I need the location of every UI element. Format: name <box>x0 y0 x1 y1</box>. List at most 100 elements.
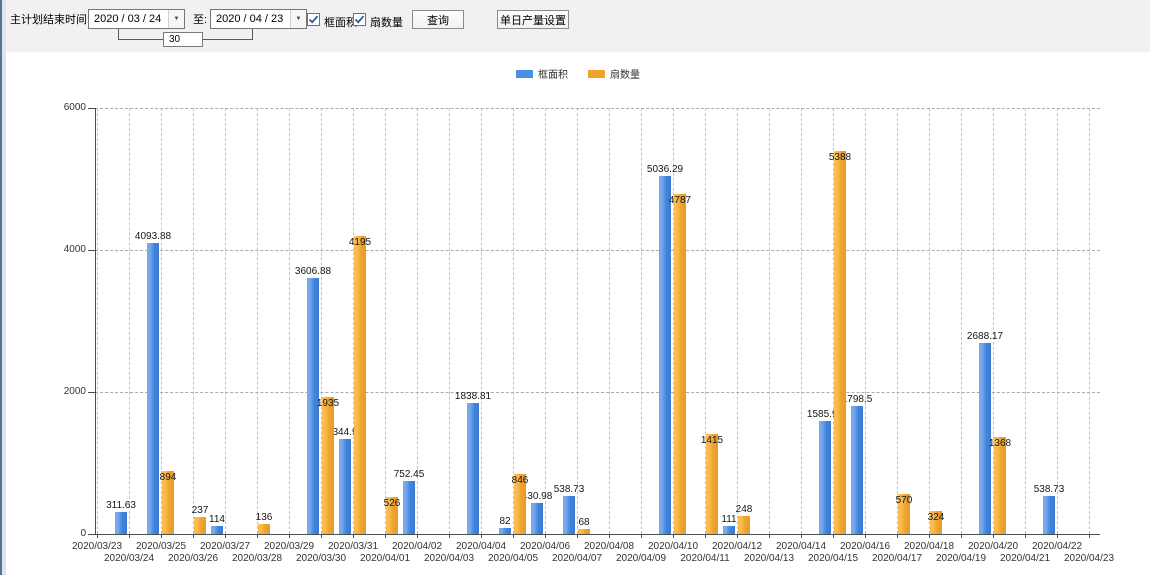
bar-value-label: 237 <box>191 505 209 516</box>
bar-value-label: 248 <box>735 504 753 515</box>
checkmark-icon <box>354 15 365 24</box>
grid-line-vertical <box>609 108 610 534</box>
legend-item-fan-count[interactable]: 扇数量 <box>588 66 640 81</box>
x-axis-label: 2020/04/06 <box>519 541 571 552</box>
x-axis-label: 2020/04/07 <box>551 553 603 564</box>
x-axis-label: 2020/03/23 <box>71 541 123 552</box>
x-axis-tick <box>833 534 834 538</box>
chevron-down-icon[interactable]: ▼ <box>290 10 306 28</box>
date-to-picker[interactable]: 2020 / 04 / 23 ▼ <box>210 9 307 29</box>
fan-count-checkbox-label[interactable]: 扇数量 <box>370 17 403 29</box>
chevron-down-icon[interactable]: ▼ <box>168 10 184 28</box>
chart-legend: 框面积 扇数量 <box>6 66 1150 81</box>
bar-value-label: 846 <box>511 475 529 486</box>
grid-line-vertical <box>385 108 386 534</box>
date-range-connector <box>203 39 253 40</box>
x-axis-label: 2020/04/22 <box>1031 541 1083 552</box>
x-axis-tick <box>225 534 226 538</box>
bar-value-label: 68 <box>578 517 590 528</box>
x-axis-tick <box>897 534 898 538</box>
grid-line-vertical <box>129 108 130 534</box>
grid-line-vertical <box>225 108 226 534</box>
y-axis-label: 0 <box>80 528 86 539</box>
bar-value-label: 111 <box>721 514 737 525</box>
y-axis-tick <box>88 108 95 109</box>
legend-label: 扇数量 <box>610 70 640 81</box>
x-axis-tick <box>449 534 450 538</box>
y-axis-tick <box>88 250 95 251</box>
date-range-connector <box>252 29 253 40</box>
days-count-input[interactable]: 30 <box>163 32 203 47</box>
x-axis-label: 2020/03/31 <box>327 541 379 552</box>
chart-bar-frame-area <box>339 439 351 534</box>
chart-bar-frame-area <box>979 343 991 534</box>
chart-bar-frame-area <box>499 528 511 534</box>
chart-bar-frame-area <box>819 421 831 534</box>
legend-label: 框面积 <box>538 70 568 81</box>
toolbar: 主计划结束时间: 2020 / 03 / 24 ▼ 至: 2020 / 04 /… <box>6 0 1150 52</box>
chart-bar-frame-area <box>659 176 671 534</box>
x-axis-label: 2020/03/27 <box>199 541 251 552</box>
bar-value-label: 1838.81 <box>454 391 492 402</box>
chart-bar-fan-count <box>898 494 910 534</box>
grid-line-vertical <box>801 108 802 534</box>
x-axis-label: 2020/03/26 <box>167 553 219 564</box>
chart-bar-fan-count <box>386 497 398 534</box>
fan-count-checkbox[interactable] <box>353 13 366 26</box>
chart-bar-fan-count <box>162 471 174 534</box>
grid-line-vertical <box>513 108 514 534</box>
x-axis-tick <box>353 534 354 538</box>
daily-output-settings-button[interactable]: 单日产量设置 <box>497 10 569 29</box>
x-axis-tick <box>929 534 930 538</box>
chart-bar-frame-area <box>307 278 319 534</box>
date-from-picker[interactable]: 2020 / 03 / 24 ▼ <box>88 9 185 29</box>
x-axis-tick <box>193 534 194 538</box>
chart-bar-fan-count <box>994 437 1006 534</box>
x-axis-tick <box>641 534 642 538</box>
grid-line-horizontal <box>95 108 1100 109</box>
chart-bar-fan-count <box>834 151 846 534</box>
x-axis-label: 2020/03/24 <box>103 553 155 564</box>
x-axis-label: 2020/04/11 <box>680 553 730 564</box>
date-from-value: 2020 / 03 / 24 <box>94 13 162 25</box>
y-axis-tick <box>88 392 95 393</box>
x-axis-label: 2020/04/18 <box>903 541 955 552</box>
grid-line-horizontal <box>95 392 1100 393</box>
grid-line-vertical <box>193 108 194 534</box>
x-axis-label: 2020/04/16 <box>839 541 891 552</box>
bar-value-label: 2688.17 <box>966 331 1004 342</box>
query-button[interactable]: 查询 <box>412 10 464 29</box>
frame-area-checkbox[interactable] <box>307 13 320 26</box>
bar-value-label: 1344.95 <box>326 427 364 438</box>
bar-value-label: 1368 <box>988 438 1012 449</box>
frame-area-checkbox-label[interactable]: 框面积 <box>324 17 357 29</box>
chart-bar-fan-count <box>930 511 942 534</box>
grid-line-vertical <box>545 108 546 534</box>
x-axis-tick <box>1025 534 1026 538</box>
x-axis-label: 2020/04/01 <box>359 553 411 564</box>
x-axis-tick <box>577 534 578 538</box>
x-axis-label: 2020/03/30 <box>295 553 347 564</box>
bar-value-label: 1415 <box>700 435 724 446</box>
grid-line-vertical <box>353 108 354 534</box>
x-axis-label: 2020/04/04 <box>455 541 507 552</box>
x-axis-tick <box>513 534 514 538</box>
bar-value-label: 324 <box>927 512 945 523</box>
bar-value-label: 538.73 <box>553 484 585 495</box>
x-axis-tick <box>737 534 738 538</box>
chart-bar-fan-count <box>738 516 750 534</box>
grid-line-vertical <box>449 108 450 534</box>
x-axis-label: 2020/03/28 <box>231 553 283 564</box>
chart-bar-fan-count <box>194 517 206 534</box>
legend-item-frame-area[interactable]: 框面积 <box>516 66 568 81</box>
chart-bar-fan-count <box>706 434 718 534</box>
bar-value-label: 311.63 <box>106 500 136 511</box>
plan-end-time-label: 主计划结束时间: <box>10 14 91 26</box>
chart-panel: 框面积 扇数量 0 2000 4000 6000 2020/03/23 2020/03/2… <box>6 52 1150 575</box>
x-axis-tick <box>289 534 290 538</box>
bar-value-label: 526 <box>383 498 401 509</box>
grid-line-vertical <box>737 108 738 534</box>
bar-value-label: 538.73 <box>1033 484 1065 495</box>
x-axis-tick <box>961 534 962 538</box>
